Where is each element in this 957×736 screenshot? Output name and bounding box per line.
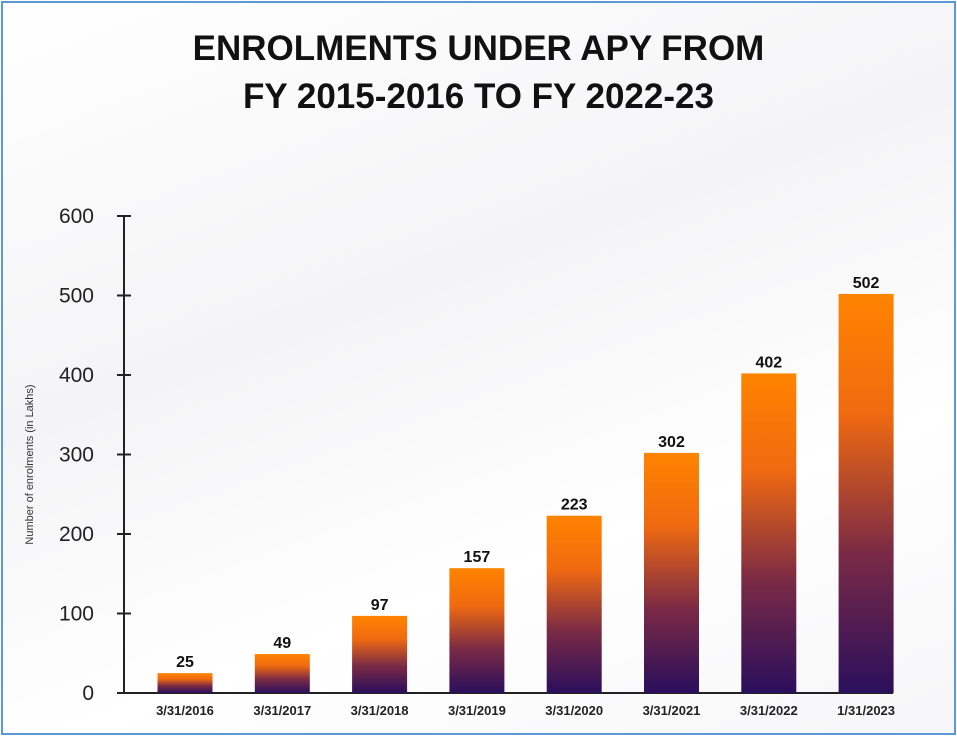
- bar: [254, 654, 310, 693]
- data-label: 302: [658, 434, 685, 451]
- chart-title-line-1: ENROLMENTS UNDER APY FROM: [192, 29, 765, 68]
- data-label: 223: [561, 497, 588, 514]
- chart-axes: 0 100 200 300 400 500 600 Number of enrolments …: [24, 205, 893, 705]
- chart-title-line-2: FY 2015-2016 TO FY 2022-23: [243, 77, 714, 116]
- data-label: 157: [464, 549, 491, 566]
- x-category-label: 3/31/2018: [351, 703, 409, 718]
- bar: [352, 615, 408, 693]
- x-category-label: 3/31/2016: [156, 703, 214, 718]
- bar: [157, 673, 213, 693]
- x-category-label: 3/31/2021: [643, 703, 701, 718]
- y-tick-label: 600: [59, 205, 94, 228]
- y-tick-label: 200: [59, 523, 94, 546]
- data-label: 49: [273, 635, 291, 652]
- x-category-label: 3/31/2020: [545, 703, 603, 718]
- bar: [449, 568, 505, 693]
- chart-bars: 25 3/31/2016 49 3/31/2017 97 3/31/2018 157 3/31…: [156, 275, 895, 718]
- y-tick-label: 300: [59, 444, 94, 467]
- data-label: 502: [853, 275, 880, 292]
- x-category-label: 3/31/2017: [253, 703, 311, 718]
- y-tick-label: 0: [82, 682, 94, 705]
- data-label: 25: [176, 654, 194, 671]
- data-label: 97: [371, 597, 389, 614]
- x-category-label: 1/31/2023: [837, 703, 895, 718]
- x-category-label: 3/31/2022: [740, 703, 798, 718]
- bar-chart: 0 100 200 300 400 500 600 Number of enrolments …: [24, 205, 895, 718]
- y-tick-label: 100: [59, 603, 94, 626]
- data-label: 402: [755, 354, 782, 371]
- chart-title: ENROLMENTS UNDER APY FROM FY 2015-2016 T…: [3, 25, 954, 121]
- bar: [838, 293, 894, 693]
- y-tick-label: 500: [59, 285, 94, 308]
- bar: [644, 452, 699, 693]
- x-category-label: 3/31/2019: [448, 703, 506, 718]
- y-axis-title: Number of enrolments (in Lakhs): [24, 384, 36, 544]
- y-tick-label: 400: [59, 364, 94, 387]
- bar: [546, 515, 602, 693]
- bar: [741, 373, 797, 693]
